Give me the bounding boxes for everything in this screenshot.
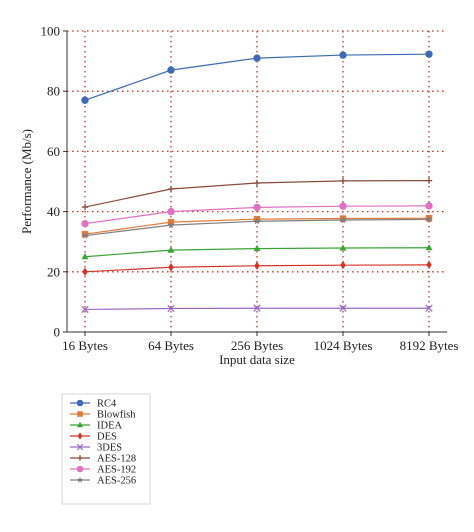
legend-item-blowfish: Blowfish — [70, 410, 136, 421]
data-point-idea — [253, 244, 261, 252]
x-tick-label: 64 Bytes — [148, 338, 194, 353]
y-tick-label: 40 — [47, 204, 60, 219]
legend-marker-des — [77, 432, 83, 440]
legend-marker-aes-128 — [77, 455, 83, 461]
data-point-idea — [339, 244, 347, 251]
y-axis-title: Performance (Mb/s) — [19, 129, 34, 234]
data-point-aes-128 — [167, 185, 175, 193]
legend-label-aes-256: AES-256 — [97, 476, 136, 487]
legend-label-aes-128: AES-128 — [97, 454, 136, 465]
data-point-aes-128 — [81, 203, 89, 211]
data-point-3des — [167, 304, 175, 313]
series-aes-192 — [81, 202, 433, 228]
data-point-aes-256 — [81, 231, 89, 239]
legend-label-des: DES — [97, 432, 117, 443]
data-point-rc4 — [425, 50, 433, 58]
legend-item-idea: IDEA — [70, 421, 122, 432]
data-point-des — [340, 261, 346, 270]
legend-marker-rc4 — [76, 399, 84, 407]
x-tick-label: 8192 Bytes — [400, 338, 459, 353]
data-point-3des — [339, 304, 347, 312]
legend: RC4BlowfishIDEADES3DESAES-128AES-192AES-… — [61, 393, 151, 505]
data-point-rc4 — [253, 54, 261, 62]
series-aes-128 — [81, 177, 433, 211]
data-point-aes-256 — [167, 221, 175, 229]
data-point-aes-256 — [339, 216, 347, 224]
legend-item-aes-128: AES-128 — [70, 454, 136, 465]
legend-item-rc4: RC4 — [70, 399, 117, 410]
data-point-aes-192 — [167, 207, 175, 216]
data-point-idea — [167, 246, 175, 253]
legend-label-idea: IDEA — [97, 421, 122, 432]
legend-marker-aes-192 — [76, 465, 84, 473]
data-point-des — [168, 263, 174, 272]
data-point-rc4 — [167, 66, 175, 74]
y-tick-label: 80 — [47, 84, 60, 99]
data-point-aes-192 — [81, 219, 89, 228]
data-point-aes-128 — [425, 177, 433, 184]
y-tick-label: 100 — [41, 24, 61, 39]
data-point-idea — [425, 244, 433, 251]
data-point-aes-192 — [253, 203, 261, 212]
series-3des — [81, 304, 433, 314]
data-point-rc4 — [81, 96, 89, 104]
legend-item-3des: 3DES — [70, 443, 122, 454]
series-idea — [81, 244, 433, 260]
data-point-des — [254, 261, 260, 270]
x-tick-label: 1024 Bytes — [314, 338, 373, 353]
data-point-des — [426, 260, 432, 270]
legend-marker-idea — [76, 421, 84, 428]
series-group — [81, 50, 433, 314]
legend-marker-blowfish — [77, 411, 83, 417]
series-rc4 — [81, 50, 433, 104]
series-aes-256 — [81, 215, 433, 239]
axes: 0 20 40 60 80 100 16 Bytes 64 Bytes 256 Bytes 102… — [19, 24, 458, 368]
x-tick-label: 16 Bytes — [62, 338, 108, 353]
legend-label-3des: 3DES — [97, 443, 122, 454]
legend-label-blowfish: Blowfish — [97, 410, 136, 421]
legend-marker-3des — [76, 443, 84, 451]
legend-item-aes-192: AES-192 — [70, 465, 136, 476]
legend-label-aes-192: AES-192 — [97, 465, 136, 476]
series-des — [82, 260, 432, 276]
data-point-3des — [81, 305, 89, 314]
legend-item-des: DES — [70, 432, 117, 443]
data-point-aes-256 — [253, 217, 261, 225]
data-point-aes-128 — [339, 177, 347, 185]
y-tick-label: 60 — [47, 144, 60, 159]
legend-marker-aes-256 — [76, 476, 84, 483]
y-tick-label: 20 — [47, 264, 60, 279]
data-point-aes-192 — [339, 202, 347, 210]
data-point-aes-128 — [253, 179, 261, 187]
y-tick-label: 0 — [54, 325, 61, 340]
data-point-aes-256 — [425, 215, 433, 223]
data-point-3des — [253, 304, 261, 312]
x-axis-title: Input data size — [219, 352, 295, 367]
data-point-des — [82, 267, 88, 276]
legend-box — [61, 393, 151, 505]
data-point-idea — [81, 253, 89, 260]
x-tick-label: 256 Bytes — [231, 338, 283, 353]
data-point-aes-192 — [425, 202, 433, 210]
data-point-3des — [425, 304, 433, 312]
legend-label-rc4: RC4 — [97, 399, 117, 410]
data-point-rc4 — [339, 51, 347, 59]
legend-item-aes-256: AES-256 — [70, 476, 136, 487]
